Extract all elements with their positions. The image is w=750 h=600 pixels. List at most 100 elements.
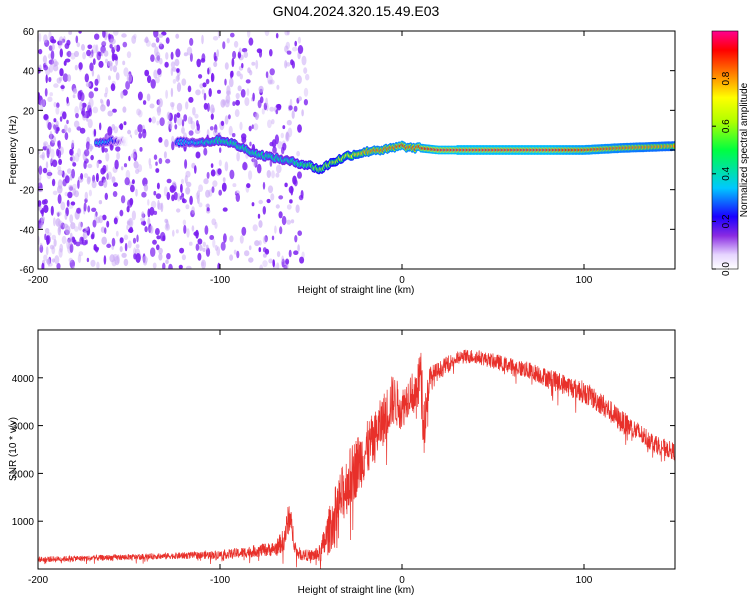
noise-speck [200, 58, 206, 63]
noise-speck [153, 154, 158, 160]
noise-speck [170, 61, 176, 69]
noise-speck [71, 168, 75, 179]
noise-speck [153, 69, 158, 79]
noise-speck [176, 112, 181, 118]
noise-speck [41, 151, 45, 161]
noise-speck [262, 181, 266, 190]
noise-speck [169, 185, 176, 193]
noise-speck [301, 109, 304, 117]
noise-speck [124, 242, 128, 252]
noise-speck [261, 108, 265, 115]
noise-speck [158, 137, 163, 143]
noise-speck [85, 226, 89, 231]
noise-speck [212, 180, 218, 188]
noise-speck [243, 51, 249, 58]
noise-speck [90, 259, 96, 267]
noise-speck [239, 121, 243, 131]
noise-speck [48, 31, 52, 41]
noise-speck [209, 126, 214, 131]
noise-speck [185, 170, 191, 178]
noise-speck [294, 40, 298, 47]
y-tick-label: 1000 [12, 517, 35, 528]
noise-speck [110, 38, 116, 45]
noise-speck [151, 42, 157, 48]
noise-speck [101, 99, 104, 107]
noise-speck [247, 31, 251, 38]
noise-speck [53, 118, 57, 123]
x-tick-label: -200 [28, 575, 48, 586]
noise-speck [115, 44, 121, 52]
noise-speck [285, 62, 291, 67]
noise-speck [236, 70, 241, 77]
noise-speck [248, 125, 252, 132]
noise-speck [128, 228, 134, 233]
noise-speck [269, 106, 275, 112]
noise-speck [241, 63, 244, 69]
noise-speck [258, 85, 264, 93]
noise-speck [272, 146, 277, 154]
noise-speck [181, 254, 186, 261]
noise-speck [104, 192, 109, 200]
noise-speck [125, 80, 130, 90]
noise-speck [169, 101, 175, 108]
noise-speck [48, 262, 53, 267]
noise-speck [296, 150, 300, 157]
noise-speck [149, 206, 155, 216]
noise-speck [158, 43, 165, 50]
noise-speck [75, 35, 79, 44]
noise-speck [66, 239, 70, 250]
noise-speck [98, 200, 103, 205]
noise-speck [185, 204, 190, 210]
noise-speck [220, 241, 226, 251]
noise-speck [136, 234, 139, 243]
noise-speck [293, 250, 299, 255]
noise-speck [72, 183, 77, 191]
noise-speck [175, 229, 179, 234]
noise-speck [252, 92, 255, 102]
noise-speck [119, 237, 124, 244]
noise-speck [166, 253, 171, 260]
noise-speck [152, 239, 157, 245]
noise-speck [290, 185, 294, 196]
noise-speck [171, 194, 175, 202]
noise-speck [198, 244, 203, 251]
noise-speck [165, 37, 170, 44]
noise-speck [63, 124, 68, 133]
noise-speck [170, 87, 174, 98]
x-tick-label: -100 [210, 275, 230, 286]
noise-speck [95, 211, 98, 217]
noise-speck [197, 238, 203, 245]
noise-speck [100, 104, 106, 112]
noise-speck [248, 245, 252, 251]
noise-speck [297, 230, 303, 236]
noise-speck [73, 120, 80, 128]
noise-speck [53, 101, 57, 108]
noise-speck [50, 148, 55, 159]
colorbar-ticks: 0.0 0.2 0.4 0.6 0.8 [712, 71, 732, 276]
noise-speck [61, 38, 65, 43]
noise-speck [221, 182, 227, 192]
noise-speck [137, 91, 143, 101]
noise-speck [271, 170, 275, 179]
noise-speck [214, 221, 218, 229]
noise-speck [244, 97, 250, 107]
noise-speck [68, 204, 74, 209]
noise-speck [109, 254, 115, 263]
noise-speck [113, 45, 117, 51]
noise-speck [113, 126, 119, 134]
noise-speck [201, 34, 204, 45]
noise-speck [155, 168, 160, 173]
noise-speck [87, 163, 93, 169]
noise-speck [293, 105, 298, 112]
noise-speck [186, 46, 193, 56]
noise-speck [68, 257, 73, 263]
noise-speck [44, 228, 50, 234]
noise-speck [93, 128, 97, 137]
noise-speck [87, 44, 93, 50]
noise-speck [208, 88, 212, 97]
noise-speck [100, 98, 103, 104]
noise-speck [205, 247, 211, 257]
noise-speck [43, 34, 48, 43]
noise-speck [53, 217, 56, 227]
